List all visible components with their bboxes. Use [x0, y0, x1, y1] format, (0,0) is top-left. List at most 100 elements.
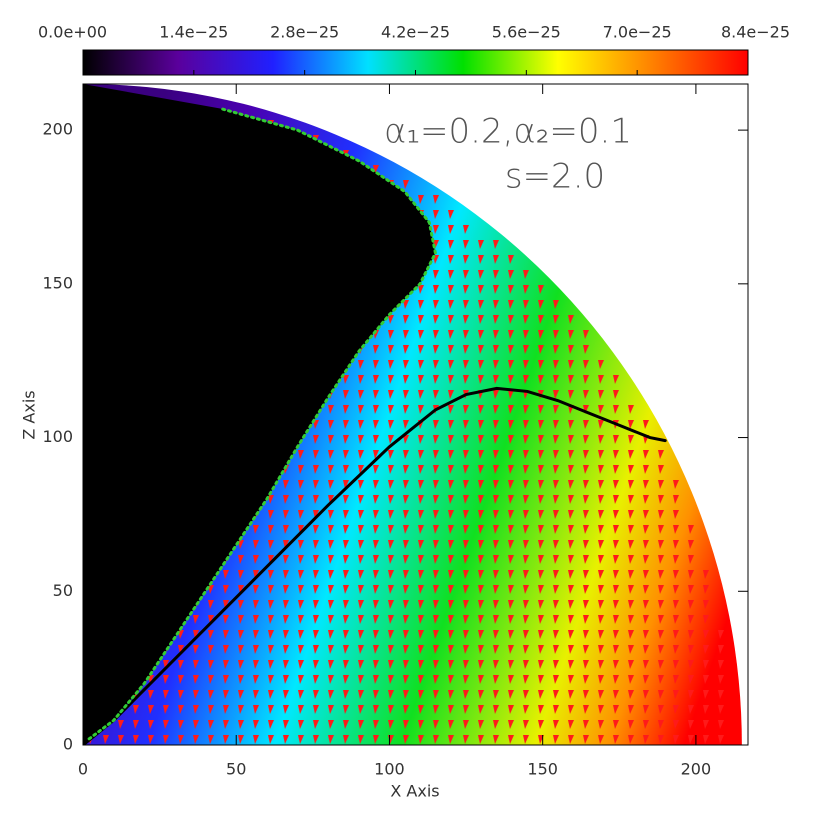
vector-arrow	[538, 660, 544, 669]
vector-arrow	[283, 555, 289, 564]
vector-arrow	[193, 735, 199, 744]
vector-arrow	[643, 615, 649, 624]
vector-arrow	[463, 270, 469, 279]
vector-arrow	[703, 675, 709, 684]
vector-arrow	[328, 630, 334, 639]
vector-arrow	[268, 495, 274, 504]
vector-arrow	[598, 570, 604, 579]
vector-arrow	[583, 450, 589, 459]
vector-arrow	[538, 540, 544, 549]
vector-arrow	[508, 480, 514, 489]
vector-arrow	[538, 405, 544, 414]
vector-arrow	[508, 510, 514, 519]
vector-arrow	[658, 525, 664, 534]
vector-arrow	[238, 615, 244, 624]
vector-arrow	[298, 510, 304, 519]
vector-arrow	[523, 495, 529, 504]
vector-arrow	[688, 675, 694, 684]
vector-arrow	[403, 450, 409, 459]
vector-arrow	[583, 615, 589, 624]
vector-arrow	[358, 375, 364, 384]
vector-arrow	[448, 450, 454, 459]
vector-arrow	[703, 615, 709, 624]
vector-arrow	[538, 525, 544, 534]
vector-arrow	[508, 675, 514, 684]
vector-arrow	[568, 480, 574, 489]
vector-arrow	[478, 480, 484, 489]
vector-arrow	[208, 630, 214, 639]
vector-arrow	[463, 720, 469, 729]
vector-arrow	[523, 420, 529, 429]
vector-arrow	[403, 405, 409, 414]
vector-arrow	[358, 735, 364, 744]
vector-arrow	[508, 270, 514, 279]
vector-arrow	[358, 690, 364, 699]
vector-arrow	[298, 675, 304, 684]
vector-arrow	[598, 585, 604, 594]
vector-arrow	[448, 300, 454, 309]
vector-arrow	[403, 540, 409, 549]
vector-arrow	[613, 720, 619, 729]
vector-arrow	[328, 510, 334, 519]
vector-arrow	[313, 585, 319, 594]
vector-arrow	[448, 255, 454, 264]
vector-arrow	[523, 600, 529, 609]
vector-arrow	[508, 540, 514, 549]
vector-arrow	[628, 585, 634, 594]
vector-arrow	[253, 705, 259, 714]
vector-arrow	[568, 450, 574, 459]
vector-arrow	[613, 660, 619, 669]
vector-arrow	[178, 675, 184, 684]
vector-arrow	[358, 495, 364, 504]
vector-arrow	[328, 645, 334, 654]
vector-arrow	[448, 210, 454, 219]
vector-arrow	[583, 510, 589, 519]
vector-arrow	[358, 645, 364, 654]
vector-arrow	[583, 435, 589, 444]
vector-arrow	[373, 675, 379, 684]
vector-arrow	[463, 540, 469, 549]
vector-arrow	[478, 585, 484, 594]
vector-arrow	[568, 540, 574, 549]
vector-arrow	[613, 465, 619, 474]
vector-arrow	[478, 555, 484, 564]
vector-arrow	[463, 405, 469, 414]
vector-arrow	[493, 615, 499, 624]
vector-arrow	[493, 630, 499, 639]
vector-arrow	[163, 705, 169, 714]
vector-arrow	[718, 675, 724, 684]
vector-arrow	[373, 435, 379, 444]
vector-arrow	[658, 480, 664, 489]
vector-arrow	[373, 660, 379, 669]
vector-arrow	[268, 525, 274, 534]
vector-arrow	[478, 240, 484, 249]
vector-arrow	[283, 675, 289, 684]
vector-arrow	[358, 360, 364, 369]
vector-arrow	[673, 600, 679, 609]
vector-arrow	[298, 645, 304, 654]
vector-arrow	[283, 600, 289, 609]
vector-arrow	[448, 495, 454, 504]
vector-arrow	[538, 420, 544, 429]
vector-arrow	[328, 405, 334, 414]
vector-arrow	[508, 405, 514, 414]
vector-arrow	[568, 690, 574, 699]
vector-arrow	[598, 405, 604, 414]
vector-arrow	[598, 615, 604, 624]
vector-arrow	[613, 435, 619, 444]
vector-arrow	[628, 495, 634, 504]
vector-arrow	[238, 630, 244, 639]
vector-arrow	[463, 225, 469, 234]
vector-arrow	[388, 315, 394, 324]
vector-arrow	[433, 585, 439, 594]
vector-arrow	[658, 585, 664, 594]
vector-arrow	[403, 675, 409, 684]
vector-arrow	[538, 495, 544, 504]
vector-arrow	[433, 510, 439, 519]
vector-arrow	[478, 570, 484, 579]
vector-arrow	[538, 300, 544, 309]
vector-arrow	[403, 330, 409, 339]
vector-arrow	[418, 495, 424, 504]
vector-arrow	[433, 225, 439, 234]
vector-arrow	[628, 705, 634, 714]
